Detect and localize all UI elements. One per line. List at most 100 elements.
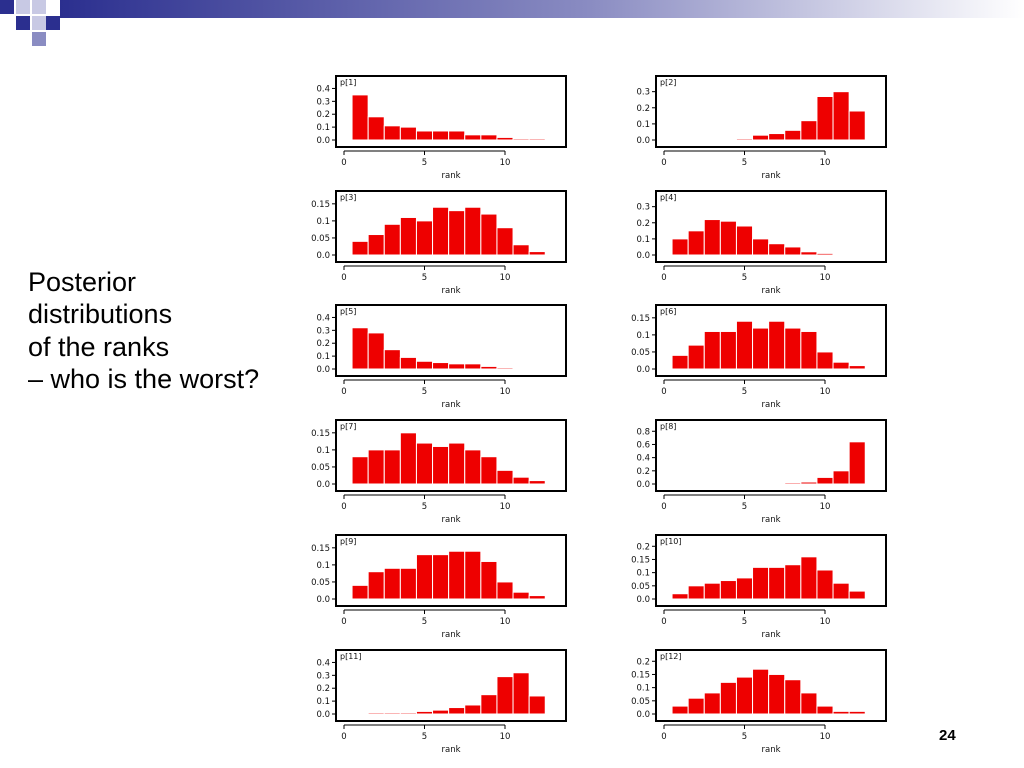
bar	[496, 676, 514, 715]
bar	[848, 110, 866, 141]
deco-square	[16, 0, 30, 14]
bar	[367, 234, 385, 256]
plot-frame	[655, 190, 887, 263]
bar	[415, 554, 434, 600]
y-tick-label: 0.1	[636, 331, 650, 341]
y-tick-label: 0.1	[316, 123, 330, 133]
bar	[464, 134, 482, 141]
y-tick-label: 0.1	[316, 561, 330, 571]
bar	[399, 126, 417, 141]
y-tick-label: 0.05	[311, 578, 330, 588]
y-tick-label: 0.15	[631, 555, 650, 565]
x-axis-label: rank	[441, 630, 460, 640]
panel-label: p[3]	[340, 193, 356, 202]
bar	[719, 330, 737, 370]
bar	[496, 367, 514, 370]
bar	[399, 432, 417, 485]
y-tick-label: 0.15	[311, 200, 330, 210]
bar	[848, 365, 866, 370]
bar	[735, 320, 754, 370]
y-tick-label: 0.15	[631, 670, 650, 680]
bar	[752, 134, 770, 141]
panel-label: p[5]	[340, 307, 356, 316]
bar	[687, 482, 705, 485]
bar	[768, 133, 786, 141]
bar	[448, 363, 466, 370]
panel-label: p[7]	[340, 422, 356, 431]
x-tick-label: 0	[661, 273, 666, 283]
bar	[800, 330, 818, 370]
x-tick-label: 5	[422, 387, 427, 397]
bar	[528, 251, 546, 256]
bar	[415, 220, 434, 256]
bar	[383, 223, 401, 256]
x-axis-label: rank	[761, 630, 780, 640]
bar	[512, 672, 530, 715]
bar	[512, 244, 530, 256]
bar	[383, 567, 401, 600]
x-axis-label: rank	[761, 745, 780, 755]
bar	[816, 705, 834, 715]
bar	[383, 349, 401, 370]
x-tick-label: 10	[820, 273, 831, 283]
bar	[752, 482, 770, 485]
rank-chart-panel: p[2] 0.0 0.1 0.2 0.3 0 5 10 rank	[620, 74, 910, 186]
y-tick-label: 0.0	[636, 480, 650, 490]
x-tick-label: 0	[341, 502, 346, 512]
bar	[752, 566, 770, 600]
x-tick-label: 5	[422, 502, 427, 512]
bar	[848, 710, 866, 715]
plot-frame	[655, 534, 887, 607]
rank-chart: p[4] 0.0 0.1 0.2 0.3 0 5 10 rank	[636, 190, 887, 296]
bar	[512, 138, 530, 141]
y-tick-label: 0.2	[636, 467, 650, 477]
x-tick-label: 0	[341, 732, 346, 742]
bar	[480, 134, 498, 141]
x-tick-label: 0	[661, 617, 666, 627]
bar	[367, 116, 385, 141]
y-tick-label: 0.4	[316, 84, 330, 94]
bar	[415, 360, 434, 370]
rank-chart-panel: p[10] 0.0 0.05 0.1 0.15 0.2 0 5 10 rank	[620, 533, 910, 645]
bar	[719, 482, 737, 485]
bar	[367, 449, 385, 485]
panel-label: p[12]	[660, 652, 682, 661]
y-tick-label: 0.1	[636, 569, 650, 579]
x-tick-label: 10	[500, 732, 511, 742]
x-axis-label: rank	[761, 515, 780, 525]
x-tick-label: 5	[742, 387, 747, 397]
bar	[816, 476, 834, 485]
bar	[480, 365, 498, 370]
title-line: distributions	[28, 299, 173, 330]
bar	[687, 138, 705, 141]
deco-square	[32, 32, 46, 46]
bar	[351, 456, 369, 485]
x-tick-label: 5	[422, 273, 427, 283]
bar	[464, 704, 482, 715]
rank-chart: p[5] 0.0 0.1 0.2 0.3 0.4 0 5 10 rank	[316, 304, 567, 410]
bar	[415, 130, 434, 141]
x-tick-label: 0	[661, 732, 666, 742]
bar	[800, 251, 818, 256]
rank-chart-panel: p[3] 0.0 0.05 0.1 0.15 0 5 10 rank	[300, 189, 590, 301]
bar	[671, 238, 689, 256]
rank-chart: p[3] 0.0 0.05 0.1 0.15 0 5 10 rank	[311, 190, 567, 296]
bar	[432, 362, 450, 370]
x-tick-label: 0	[341, 273, 346, 283]
bar	[480, 456, 498, 485]
bar	[383, 712, 401, 715]
bar	[367, 332, 385, 370]
bar	[528, 595, 546, 600]
y-tick-label: 0.05	[311, 234, 330, 244]
rank-chart-panel: p[7] 0.0 0.05 0.1 0.15 0 5 10 rank	[300, 418, 590, 530]
y-tick-label: 0.2	[316, 339, 330, 349]
header-gradient	[60, 0, 1024, 18]
x-tick-label: 0	[341, 617, 346, 627]
rank-chart-panel: p[8] 0.0 0.2 0.4 0.6 0.8 0 5 10 rank	[620, 418, 910, 530]
x-tick-label: 0	[341, 387, 346, 397]
y-tick-label: 0.1	[316, 697, 330, 707]
bar	[464, 550, 482, 600]
y-tick-label: 0.15	[631, 314, 650, 324]
y-tick-label: 0.0	[316, 365, 330, 375]
panel-label: p[8]	[660, 422, 676, 431]
